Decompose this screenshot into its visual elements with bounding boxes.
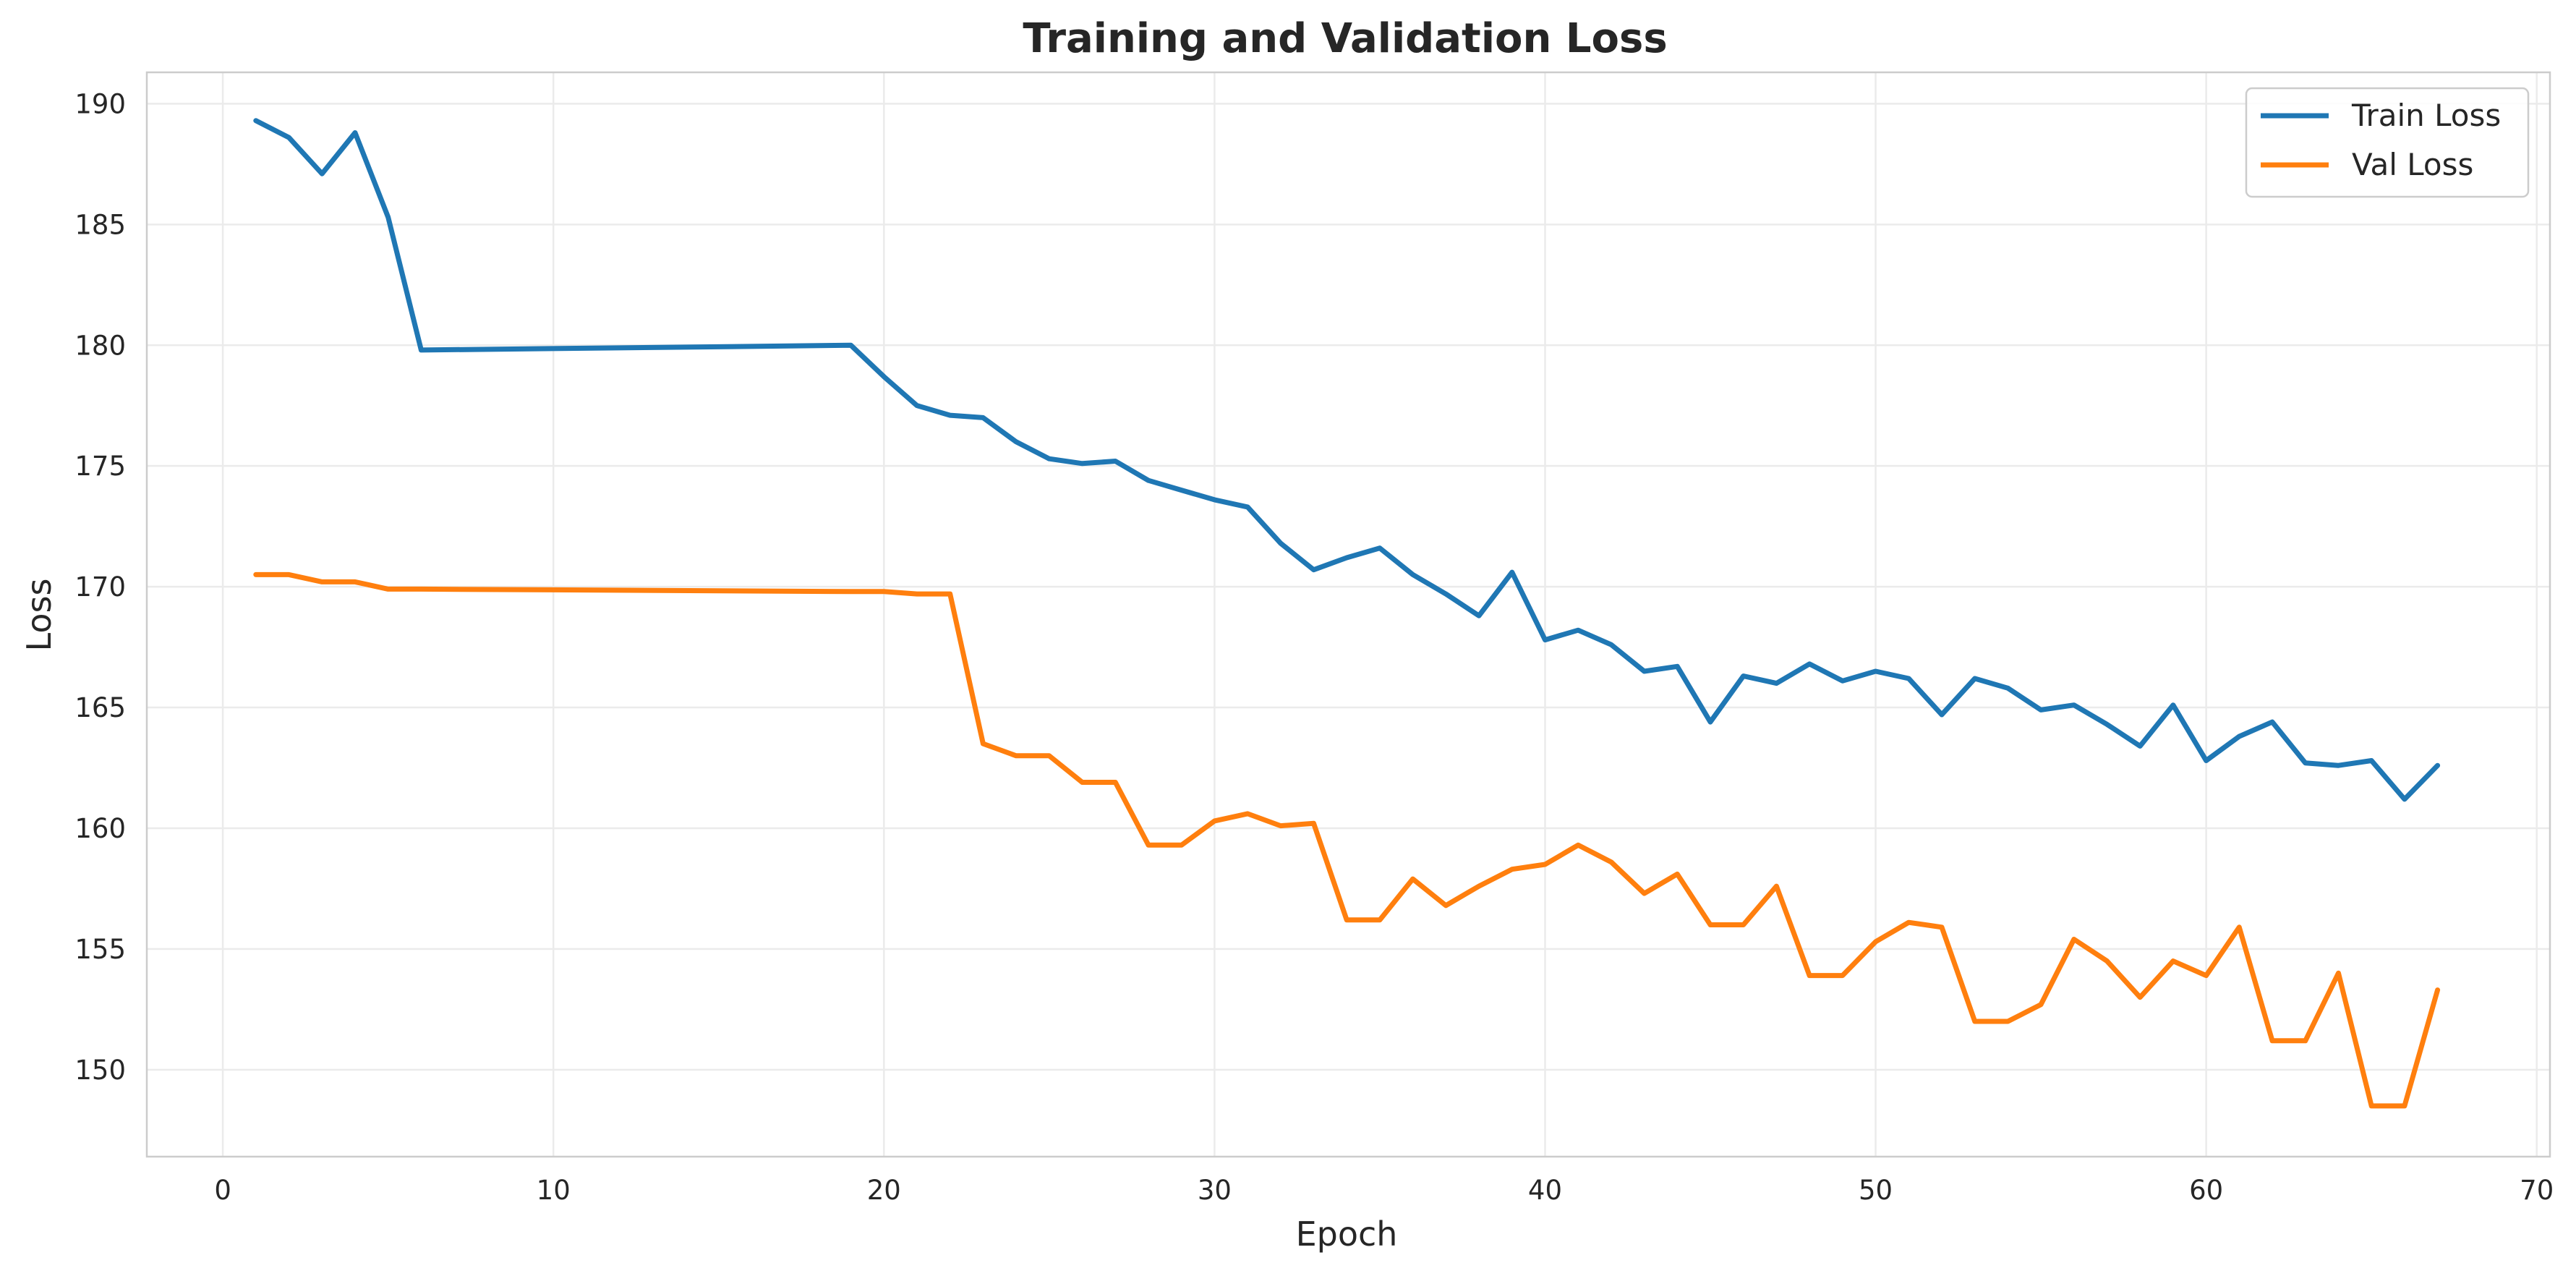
x-tick-label: 20: [867, 1175, 901, 1206]
legend: Train Loss Val Loss: [2245, 87, 2530, 198]
y-tick-label: 150: [74, 1055, 126, 1086]
x-tick-label: 60: [2189, 1175, 2223, 1206]
x-tick-labels: 0 10 20 30 40 50 60 70: [214, 1175, 2554, 1206]
series-layer: [253, 118, 2441, 1109]
x-tick-label: 70: [2520, 1175, 2554, 1206]
series-line-train-loss: [253, 118, 2441, 802]
series-line-val-loss: [253, 571, 2441, 1109]
y-tick-label: 180: [74, 330, 126, 361]
y-tick-label: 190: [74, 88, 126, 119]
x-tick-label: 40: [1528, 1175, 1562, 1206]
plot-frame: [145, 71, 2551, 1158]
x-tick-label: 0: [214, 1175, 231, 1206]
y-tick-labels: 150 155 160 165 170 175 180 185 190: [74, 88, 126, 1085]
legend-label-val-loss: Val Loss: [2352, 147, 2473, 182]
chart-title: Training and Validation Loss: [1023, 15, 1667, 62]
legend-label-train-loss: Train Loss: [2351, 98, 2501, 133]
grid-lines: [147, 72, 2550, 1157]
x-tick-label: 50: [1859, 1175, 1893, 1206]
x-tick-label: 10: [537, 1175, 571, 1206]
y-tick-label: 165: [74, 692, 126, 723]
plot-background: [147, 72, 2550, 1157]
y-tick-label: 170: [74, 571, 126, 603]
y-tick-label: 185: [74, 209, 126, 240]
x-tick-label: 30: [1198, 1175, 1232, 1206]
y-tick-label: 155: [74, 934, 126, 965]
y-tick-label: 160: [74, 813, 126, 844]
x-axis-label: Epoch: [1296, 1215, 1398, 1254]
y-axis-label: Loss: [20, 579, 59, 652]
y-tick-label: 175: [74, 451, 126, 482]
